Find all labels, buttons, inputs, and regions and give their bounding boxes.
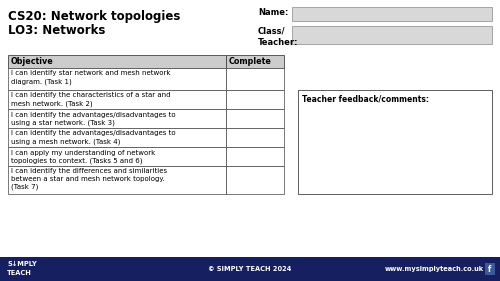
Bar xyxy=(298,90,492,194)
Bar xyxy=(292,7,492,21)
Text: I can identify the advantages/disadvantages to
using a mesh network. (Task 4): I can identify the advantages/disadvanta… xyxy=(11,130,175,145)
Text: I can identify the differences and similarities
between a star and mesh network : I can identify the differences and simil… xyxy=(11,169,167,191)
Bar xyxy=(8,109,226,128)
Text: © SIMPLY TEACH 2024: © SIMPLY TEACH 2024 xyxy=(208,266,292,272)
Bar xyxy=(226,55,284,68)
Text: I can identify the characteristics of a star and
mesh network. (Task 2): I can identify the characteristics of a … xyxy=(11,92,170,107)
Bar xyxy=(226,166,284,194)
Bar xyxy=(226,68,284,90)
Bar xyxy=(8,90,226,109)
Bar xyxy=(8,166,226,194)
Text: Class/
Teacher:: Class/ Teacher: xyxy=(258,27,298,47)
Bar xyxy=(8,68,226,90)
Bar xyxy=(8,55,226,68)
Text: I can identify the advantages/disadvantages to
using a star network. (Task 3): I can identify the advantages/disadvanta… xyxy=(11,112,175,126)
Bar xyxy=(292,26,492,44)
Text: I can apply my understanding of network
topologies to context. (Tasks 5 and 6): I can apply my understanding of network … xyxy=(11,149,155,164)
Text: CS20: Network topologies: CS20: Network topologies xyxy=(8,10,180,23)
Text: Teacher feedback/comments:: Teacher feedback/comments: xyxy=(302,94,429,103)
Text: Complete: Complete xyxy=(229,57,272,66)
Bar xyxy=(226,109,284,128)
Bar xyxy=(226,147,284,166)
Bar xyxy=(8,147,226,166)
Text: www.mysimplyteach.co.uk: www.mysimplyteach.co.uk xyxy=(385,266,484,272)
Bar xyxy=(226,90,284,109)
Text: I can identify star network and mesh network
diagram. (Task 1): I can identify star network and mesh net… xyxy=(11,71,170,85)
Bar xyxy=(485,263,495,275)
Bar xyxy=(8,128,226,147)
Text: Objective: Objective xyxy=(11,57,54,66)
Text: Name:: Name: xyxy=(258,8,288,17)
Text: LO3: Networks: LO3: Networks xyxy=(8,24,106,37)
Bar xyxy=(226,128,284,147)
Text: TEACH: TEACH xyxy=(7,270,32,276)
Text: S↓MPLY: S↓MPLY xyxy=(7,261,37,267)
Text: f: f xyxy=(488,264,492,273)
Bar xyxy=(0,257,500,281)
